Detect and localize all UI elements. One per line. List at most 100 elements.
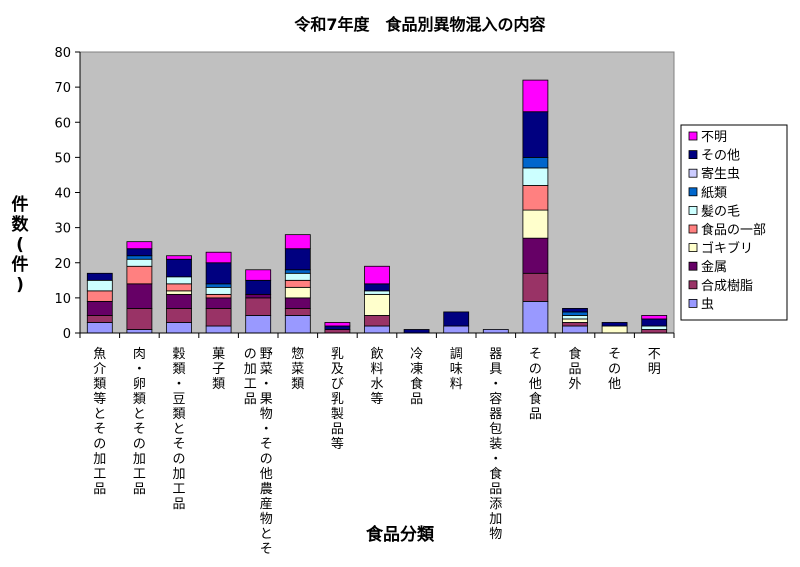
category-label: の加工品 xyxy=(244,347,257,407)
legend-swatch xyxy=(688,280,698,290)
bar-segment xyxy=(245,315,272,334)
category-label-char: と xyxy=(172,422,185,437)
category-label-char: と xyxy=(133,407,146,422)
category-label-char: そ xyxy=(608,347,621,362)
category-label-char: 装 xyxy=(489,437,502,452)
y-axis-label: 件数(件) xyxy=(12,194,30,295)
y-tick-label: 70 xyxy=(54,81,71,96)
category-label-char: そ xyxy=(529,347,542,362)
category-label: その他食品 xyxy=(529,347,542,422)
bar-segment xyxy=(562,315,588,320)
y-axis: 0 10 20 30 40 50 60 70 80 xyxy=(54,46,80,342)
category-label-char: 外 xyxy=(568,377,581,392)
bar-segment xyxy=(166,308,192,323)
bar-segment xyxy=(126,283,153,309)
bar-segment xyxy=(205,283,232,288)
bar-segment xyxy=(86,315,113,323)
category-label: 飲料水等 xyxy=(370,346,383,407)
bar-segment xyxy=(364,283,390,292)
category-label-char: 野 xyxy=(260,347,273,362)
category-label-char: 添 xyxy=(489,497,502,512)
category-label-char: 加 xyxy=(489,512,502,527)
category-label-char: 調 xyxy=(450,347,463,362)
category-label-char: 加 xyxy=(133,452,146,467)
bar-segment xyxy=(562,325,588,334)
chart-title: 令和7年度 食品別異物混入の内容 xyxy=(293,15,545,34)
bar-segment xyxy=(522,300,549,334)
bar-segment xyxy=(284,248,311,271)
category-label-char: の xyxy=(608,362,621,377)
bar-segment xyxy=(364,325,390,334)
y-tick-label: 60 xyxy=(54,116,71,131)
category-label-char: 等 xyxy=(370,391,383,407)
category-label: 食品外 xyxy=(568,346,581,392)
bar-segment xyxy=(562,308,588,313)
category-label-char: の xyxy=(172,452,185,467)
category-label-char: 加 xyxy=(172,467,185,482)
legend-swatch xyxy=(688,261,698,271)
y-tick-label: 10 xyxy=(54,292,71,307)
category-label-char: 凍 xyxy=(410,361,423,377)
category-label-char: 料 xyxy=(450,377,463,392)
bar-segment xyxy=(364,293,390,316)
bar-segment xyxy=(601,325,628,334)
bar-segment xyxy=(522,237,549,274)
bar-segment xyxy=(86,279,113,292)
category-label-char: そ xyxy=(172,437,185,452)
bar-segment xyxy=(205,297,232,309)
legend-label: 寄生虫 xyxy=(701,166,740,182)
bar-segment xyxy=(166,255,192,260)
category-label: 菓子類 xyxy=(212,347,225,392)
category-label-char: 他 xyxy=(260,467,273,482)
category-label-char: ・ xyxy=(260,422,273,437)
category-label-char: 品 xyxy=(93,482,106,497)
category-label-char: 飲 xyxy=(370,346,383,362)
x-axis-label: 食品分類 xyxy=(366,524,435,545)
category-label-char: 物 xyxy=(260,512,273,527)
category-label-char: 肉 xyxy=(133,347,146,362)
bar-segment xyxy=(126,241,153,250)
bar-segment xyxy=(86,290,113,302)
legend-label: 食品の一部 xyxy=(701,222,766,238)
bar-segment xyxy=(522,272,549,302)
category-label: 器具・容器包装・食品添加物 xyxy=(489,347,502,542)
legend-swatch xyxy=(688,224,698,234)
y-tick-label: 80 xyxy=(54,46,71,61)
legend-label: 不明 xyxy=(701,130,727,145)
bar-segment xyxy=(562,318,588,323)
category-label-char: 等 xyxy=(331,436,344,452)
y-axis-label-char: ( xyxy=(16,235,24,255)
legend-swatch xyxy=(688,187,698,197)
category-label-char: 果 xyxy=(260,392,273,407)
category-label: 惣菜類 xyxy=(291,347,304,392)
category-label-char: そ xyxy=(93,422,106,437)
bar-segment xyxy=(126,255,153,260)
bar-segment xyxy=(601,322,628,327)
category-label-char: び xyxy=(331,377,344,392)
bar-segment xyxy=(126,248,153,257)
category-label-char: 類 xyxy=(172,407,185,422)
bar-segment xyxy=(166,283,192,292)
category-label-char: 菜 xyxy=(260,362,273,377)
category-label-char: そ xyxy=(260,542,273,557)
bar-segment xyxy=(126,258,153,267)
legend-swatch xyxy=(688,205,698,215)
legend-label: 虫 xyxy=(701,297,714,312)
category-label-char: の xyxy=(133,437,146,452)
legend-box xyxy=(680,124,788,321)
category-label-char: 魚 xyxy=(93,347,106,362)
category-label-char: 工 xyxy=(133,467,146,482)
bar-segment xyxy=(284,286,311,299)
category-label-char: 包 xyxy=(489,422,502,437)
y-tick-label: 0 xyxy=(63,327,71,342)
category-label-char: 類 xyxy=(172,362,185,377)
category-label: 冷凍食品 xyxy=(410,347,423,407)
bar-segment xyxy=(284,315,311,334)
category-label: 魚介類等とその加工品 xyxy=(93,347,106,497)
category-label-char: 乳 xyxy=(331,392,344,407)
bar-segment xyxy=(205,262,232,285)
legend-label: 紙類 xyxy=(701,186,727,201)
category-label-char: 品 xyxy=(489,482,502,497)
bar-segment xyxy=(364,315,390,327)
